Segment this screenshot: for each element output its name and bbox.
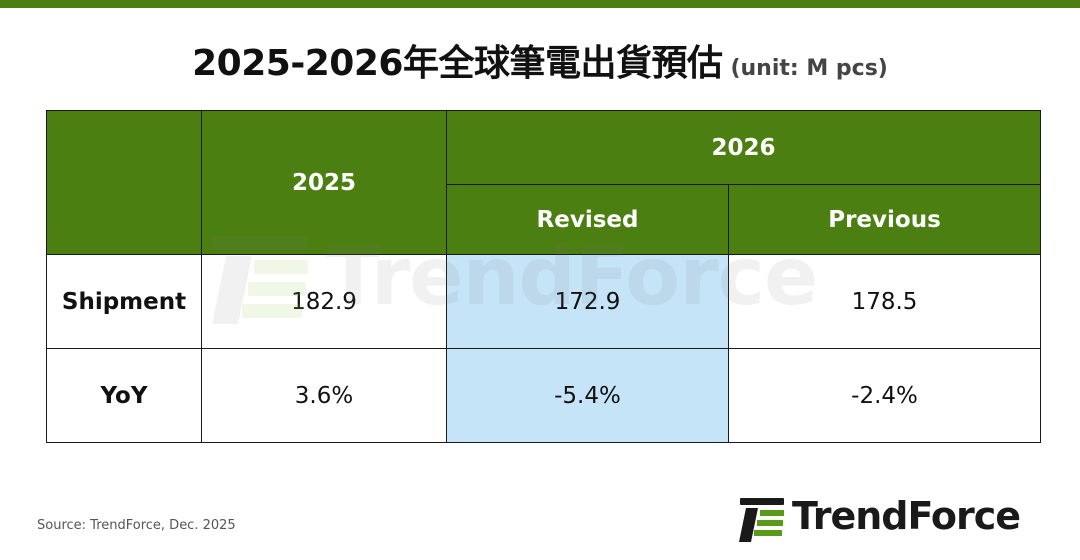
table-row-shipment: Shipment 182.9 172.9 178.5 <box>46 254 1042 349</box>
cell-shipment-revised: 172.9 <box>446 254 729 349</box>
top-accent-bar <box>0 0 1080 8</box>
header-row-2: Revised Previous <box>47 184 1042 255</box>
source-note: Source: TrendForce, Dec. 2025 <box>37 518 236 533</box>
cell-shipment-previous: 178.5 <box>727 254 1042 349</box>
cell-yoy-revised: -5.4% <box>446 348 729 443</box>
header-2026: 2026 <box>445 110 1042 185</box>
trendforce-logo-icon <box>739 498 784 542</box>
row-label-shipment: Shipment <box>46 254 202 349</box>
logo-wordmark: TrendForce <box>792 494 1021 538</box>
cell-yoy-2025: 3.6% <box>201 348 447 443</box>
unit-label: (unit: M pcs) <box>730 56 888 81</box>
header-previous: Previous <box>727 184 1042 255</box>
header-revised: Revised <box>446 184 729 255</box>
shipment-forecast-table: 2025 2026 Revised Previous Shipment 182.… <box>46 110 1042 443</box>
cell-yoy-previous: -2.4% <box>727 348 1042 443</box>
trendforce-logo: TrendForce <box>738 494 1048 544</box>
title-row: 2025-2026年全球筆電出貨預估 (unit: M pcs) <box>0 34 1080 86</box>
header-2025: 2025 <box>201 110 447 255</box>
cell-shipment-2025: 182.9 <box>201 254 447 349</box>
table-row-yoy: YoY 3.6% -5.4% -2.4% <box>46 348 1042 443</box>
header-row-1: 2025 2026 <box>46 110 1042 255</box>
row-label-yoy: YoY <box>46 348 202 443</box>
corner-header-cell <box>46 110 202 255</box>
page-title: 2025-2026年全球筆電出貨預估 <box>192 43 723 84</box>
